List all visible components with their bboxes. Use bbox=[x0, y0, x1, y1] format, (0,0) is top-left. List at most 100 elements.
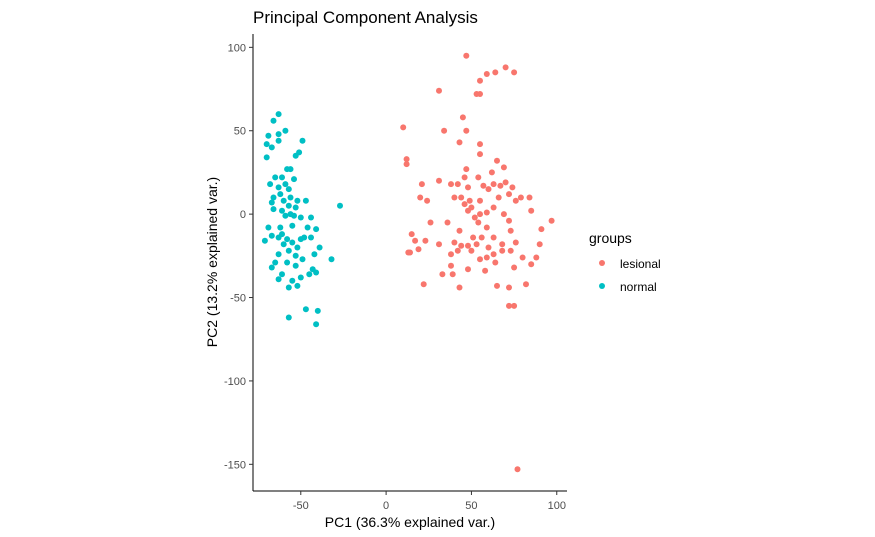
data-point-lesional-68 bbox=[412, 237, 419, 244]
data-point-lesional-39 bbox=[451, 194, 458, 201]
x-tick-label-1: 0 bbox=[383, 500, 389, 512]
data-point-normal-48 bbox=[301, 234, 308, 241]
data-point-lesional-75 bbox=[485, 244, 492, 251]
data-point-normal-45 bbox=[275, 234, 282, 241]
x-tick-label-3: 100 bbox=[548, 500, 566, 512]
data-point-normal-21 bbox=[277, 191, 284, 198]
ticks-layer: -50 0 50 100 -150 -100 -50 0 50 100 bbox=[224, 42, 566, 512]
data-point-normal-39 bbox=[265, 224, 272, 231]
data-point-normal-27 bbox=[268, 199, 275, 206]
data-point-lesional-53 bbox=[477, 211, 483, 218]
legend-key-normal bbox=[599, 283, 605, 289]
data-point-lesional-85 bbox=[499, 247, 506, 254]
data-point-normal-36 bbox=[297, 214, 304, 221]
data-point-normal-35 bbox=[291, 212, 297, 219]
y-tick-label-2: -50 bbox=[230, 293, 246, 305]
data-point-lesional-104 bbox=[523, 281, 529, 288]
data-point-lesional-70 bbox=[436, 241, 442, 248]
data-point-normal-9 bbox=[268, 144, 275, 151]
legend-label-lesional: lesional bbox=[620, 257, 661, 271]
data-point-normal-31 bbox=[279, 207, 285, 214]
data-point-lesional-60 bbox=[475, 219, 482, 226]
data-point-normal-70 bbox=[275, 276, 282, 283]
data-point-normal-20 bbox=[285, 186, 292, 193]
data-point-normal-76 bbox=[294, 282, 301, 289]
data-point-lesional-92 bbox=[528, 261, 535, 268]
data-point-lesional-7 bbox=[477, 91, 483, 97]
data-point-lesional-21 bbox=[436, 177, 442, 184]
data-point-lesional-91 bbox=[519, 254, 526, 261]
data-point-normal-2 bbox=[282, 127, 289, 134]
data-point-lesional-69 bbox=[422, 237, 429, 244]
data-point-lesional-51 bbox=[548, 217, 555, 224]
data-point-normal-10 bbox=[292, 152, 299, 159]
data-point-normal-26 bbox=[302, 197, 309, 204]
data-point-lesional-28 bbox=[465, 184, 471, 191]
x-tick-label-2: 50 bbox=[465, 500, 477, 512]
data-point-lesional-5 bbox=[477, 77, 483, 84]
data-point-lesional-71 bbox=[451, 239, 458, 246]
y-tick-label-4: 50 bbox=[234, 126, 246, 138]
data-point-lesional-74 bbox=[473, 241, 480, 248]
data-point-lesional-23 bbox=[461, 174, 468, 181]
data-point-normal-37 bbox=[308, 214, 314, 221]
data-point-lesional-81 bbox=[448, 251, 454, 258]
data-point-lesional-3 bbox=[511, 69, 518, 76]
data-point-lesional-41 bbox=[466, 197, 473, 204]
data-point-lesional-40 bbox=[458, 194, 465, 201]
x-axis-title: PC1 (36.3% explained var.) bbox=[325, 514, 495, 530]
x-tick-label-0: -50 bbox=[293, 500, 309, 512]
data-point-lesional-67 bbox=[408, 231, 415, 238]
data-point-lesional-73 bbox=[465, 242, 471, 249]
data-point-normal-13 bbox=[287, 166, 294, 173]
data-point-normal-56 bbox=[311, 251, 318, 258]
data-point-normal-23 bbox=[280, 197, 287, 204]
data-point-lesional-107 bbox=[514, 466, 521, 473]
data-point-lesional-83 bbox=[468, 247, 475, 254]
data-point-lesional-105 bbox=[506, 302, 512, 309]
legend-label-normal: normal bbox=[620, 280, 657, 294]
data-point-lesional-58 bbox=[444, 219, 451, 226]
data-point-normal-29 bbox=[285, 202, 292, 209]
data-point-lesional-87 bbox=[415, 246, 422, 253]
legend: groups lesional normal bbox=[589, 230, 661, 294]
data-point-normal-7 bbox=[299, 137, 306, 144]
data-point-lesional-13 bbox=[456, 139, 463, 146]
data-point-lesional-106 bbox=[511, 302, 518, 309]
data-point-lesional-78 bbox=[536, 241, 543, 248]
data-point-lesional-42 bbox=[477, 197, 483, 204]
data-point-normal-32 bbox=[270, 206, 277, 213]
data-point-lesional-0 bbox=[463, 52, 470, 59]
data-point-lesional-36 bbox=[506, 191, 512, 198]
data-point-normal-41 bbox=[304, 224, 311, 231]
data-point-lesional-38 bbox=[424, 197, 431, 204]
data-point-normal-77 bbox=[285, 284, 292, 291]
data-point-lesional-22 bbox=[488, 169, 495, 176]
data-point-normal-44 bbox=[268, 232, 275, 239]
data-point-lesional-66 bbox=[490, 234, 497, 241]
data-point-lesional-2 bbox=[492, 69, 499, 76]
data-point-lesional-54 bbox=[465, 207, 471, 214]
data-point-normal-14 bbox=[272, 174, 279, 181]
data-point-normal-25 bbox=[294, 197, 301, 204]
data-point-lesional-12 bbox=[463, 127, 470, 134]
data-point-normal-6 bbox=[275, 137, 282, 144]
data-point-lesional-17 bbox=[403, 161, 410, 168]
data-point-normal-62 bbox=[284, 259, 291, 266]
data-point-lesional-100 bbox=[506, 284, 512, 291]
data-point-lesional-11 bbox=[441, 127, 448, 134]
data-point-lesional-82 bbox=[454, 247, 461, 254]
data-point-normal-61 bbox=[272, 259, 279, 266]
data-point-normal-63 bbox=[292, 262, 299, 269]
data-point-lesional-80 bbox=[407, 249, 413, 256]
data-point-lesional-35 bbox=[517, 194, 524, 201]
data-point-normal-66 bbox=[279, 271, 285, 278]
legend-key-lesional bbox=[599, 260, 605, 266]
data-point-lesional-44 bbox=[512, 197, 519, 204]
data-point-lesional-65 bbox=[478, 234, 485, 241]
data-point-lesional-64 bbox=[470, 234, 477, 241]
data-point-lesional-32 bbox=[497, 182, 504, 189]
data-point-lesional-14 bbox=[477, 141, 483, 148]
data-point-lesional-4 bbox=[483, 71, 490, 77]
